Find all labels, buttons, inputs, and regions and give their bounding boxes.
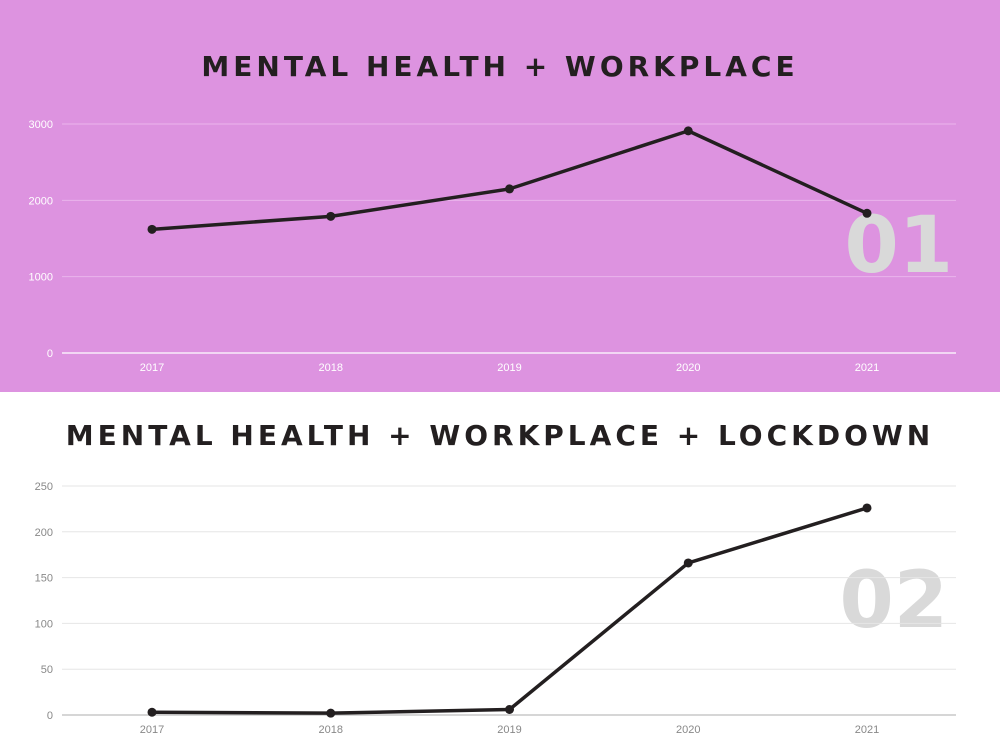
data-point [326, 708, 336, 718]
chart-panel-1: MENTAL HEALTH + WORKPLACE 01 0 1000 2000 300… [0, 0, 1000, 392]
x-tick-label: 2021 [855, 362, 879, 374]
y-tick-label: 3000 [29, 119, 53, 131]
chart-title-2: MENTAL HEALTH + WORKPLACE + LOCKDOWN [65, 419, 935, 452]
panel-number: 01 [844, 201, 953, 291]
x-tick-label: 2019 [497, 724, 521, 736]
x-tick-label: 2019 [497, 362, 521, 374]
y-tick-label: 2000 [29, 195, 53, 207]
series-line [150, 129, 869, 232]
x-tick-label: 2020 [676, 362, 700, 374]
x-tick-label: 2020 [676, 724, 700, 736]
data-point [683, 126, 693, 136]
data-point [862, 503, 872, 513]
series-line [150, 506, 869, 715]
x-tick-label: 2018 [319, 724, 343, 736]
y-tick-label: 0 [47, 348, 53, 360]
data-point [147, 224, 157, 234]
y-tick-label: 150 [35, 573, 53, 585]
data-point [505, 705, 514, 715]
panel-number: 02 [839, 556, 948, 646]
data-point [147, 707, 157, 717]
x-tick-label: 2017 [140, 724, 164, 736]
line-chart-2: 02 0 50 100 150 200 250 2017 2018 2019 2020 2021 [35, 481, 956, 736]
chart-title-1: MENTAL HEALTH + WORKPLACE [201, 50, 799, 83]
x-tick-label: 2018 [319, 362, 343, 374]
y-tick-label: 200 [35, 527, 53, 539]
data-point [326, 211, 336, 221]
x-tick-label: 2021 [855, 724, 879, 736]
y-tick-label: 0 [47, 710, 53, 722]
y-tick-label: 1000 [29, 272, 53, 284]
data-point [683, 558, 693, 568]
y-tick-label: 50 [41, 664, 53, 676]
y-tick-label: 250 [35, 481, 53, 493]
y-tick-label: 100 [35, 618, 53, 630]
x-tick-label: 2017 [140, 362, 164, 374]
line-chart-1: 01 0 1000 2000 3000 2017 2018 2019 2020 2021 [29, 119, 956, 374]
chart-panel-2: MENTAL HEALTH + WORKPLACE + LOCKDOWN 02 0… [0, 392, 1000, 750]
data-point [505, 184, 514, 194]
data-point [862, 208, 872, 218]
